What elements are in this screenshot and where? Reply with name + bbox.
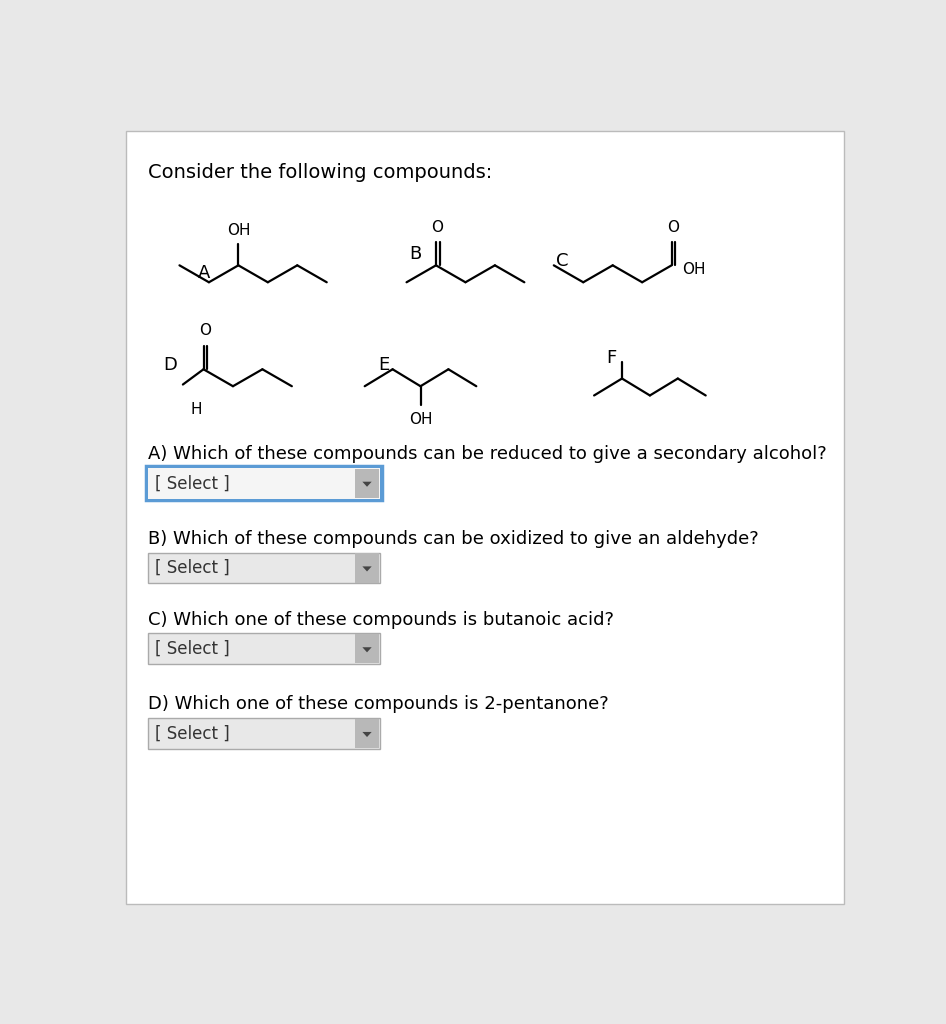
Text: E: E xyxy=(377,356,389,375)
Text: C: C xyxy=(556,253,569,270)
Text: H: H xyxy=(190,401,201,417)
Text: A: A xyxy=(198,264,210,282)
Polygon shape xyxy=(362,481,372,486)
Bar xyxy=(356,469,379,498)
Text: [ Select ]: [ Select ] xyxy=(155,474,230,493)
Polygon shape xyxy=(362,566,372,571)
Bar xyxy=(356,634,379,664)
Text: Consider the following compounds:: Consider the following compounds: xyxy=(148,164,492,182)
Polygon shape xyxy=(362,732,372,737)
Text: C) Which one of these compounds is butanoic acid?: C) Which one of these compounds is butan… xyxy=(148,610,614,629)
Bar xyxy=(356,719,379,749)
Text: O: O xyxy=(199,324,211,339)
Bar xyxy=(356,553,379,583)
FancyBboxPatch shape xyxy=(148,468,380,499)
Text: [ Select ]: [ Select ] xyxy=(155,559,230,577)
Text: OH: OH xyxy=(227,222,250,238)
Text: [ Select ]: [ Select ] xyxy=(155,725,230,742)
Polygon shape xyxy=(362,647,372,652)
Text: OH: OH xyxy=(409,412,432,427)
FancyBboxPatch shape xyxy=(148,553,380,584)
FancyBboxPatch shape xyxy=(148,634,380,665)
Text: D) Which one of these compounds is 2-pentanone?: D) Which one of these compounds is 2-pen… xyxy=(148,695,608,714)
FancyBboxPatch shape xyxy=(148,718,380,749)
Text: O: O xyxy=(431,219,444,234)
Text: OH: OH xyxy=(682,262,706,276)
Text: B: B xyxy=(409,245,421,263)
FancyBboxPatch shape xyxy=(126,131,844,903)
Text: F: F xyxy=(606,349,617,367)
FancyBboxPatch shape xyxy=(146,466,382,500)
Text: [ Select ]: [ Select ] xyxy=(155,640,230,657)
Text: D: D xyxy=(164,356,177,375)
Text: B) Which of these compounds can be oxidized to give an aldehyde?: B) Which of these compounds can be oxidi… xyxy=(148,529,759,548)
Text: A) Which of these compounds can be reduced to give a secondary alcohol?: A) Which of these compounds can be reduc… xyxy=(148,445,827,463)
Text: O: O xyxy=(667,219,679,234)
